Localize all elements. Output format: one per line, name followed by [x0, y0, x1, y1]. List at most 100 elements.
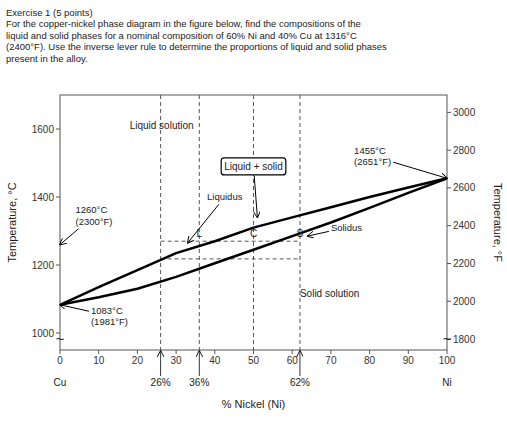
x-tick: [214, 350, 215, 354]
tie-point-label: S: [297, 228, 304, 239]
x-tick-label: 10: [93, 355, 105, 366]
box-label-line: Liquid + solid: [224, 161, 283, 172]
y-tick: [56, 265, 60, 266]
chart: Exercise 1 (5 points)For the copper-nick…: [0, 0, 507, 426]
title-line: For the copper-nickel phase diagram in t…: [6, 18, 361, 29]
y-tick: [56, 129, 60, 130]
end-label: Cu: [54, 377, 67, 388]
y-tick: [56, 197, 60, 198]
annotation-arrow: [60, 305, 89, 311]
annotation-label: 1083°C(1981°F): [91, 305, 128, 327]
x-tick-label: 30: [171, 355, 183, 366]
annotation-label: 1455°C(2651°F): [354, 145, 391, 167]
pct-label: 36%: [189, 377, 209, 388]
axis-break: ~: [56, 330, 65, 347]
annotation-arrow: [308, 231, 329, 236]
pct-arrow: [199, 351, 200, 376]
plot-area: [60, 95, 447, 350]
x-tick-label: 80: [364, 355, 376, 366]
phase-curve: [60, 178, 447, 304]
box-arrow: [254, 176, 257, 218]
y2-tick-label: 3000: [453, 107, 476, 118]
x-tick: [176, 350, 177, 354]
annotation-label-line: (2651°F): [354, 156, 391, 167]
y2-tick-label: 2600: [453, 182, 476, 193]
region-label-line: Solid solution: [300, 288, 359, 299]
annotation-label-line: 1260°C: [75, 204, 107, 215]
vertical-line: [160, 95, 161, 350]
x-axis-label: % Nickel (Ni): [222, 398, 286, 410]
y-tick-label: 1600: [32, 124, 55, 135]
y2-tick-label: 1800: [453, 334, 476, 345]
y-tick-label: 1200: [32, 260, 55, 271]
y2-tick: [447, 112, 451, 113]
x-tick: [369, 350, 370, 354]
x-tick-label: 0: [57, 355, 63, 366]
y2-tick: [447, 225, 451, 226]
annotation-label: 1260°C(2300°F): [75, 204, 112, 226]
annotation-arrow: [393, 162, 447, 178]
x-tick: [60, 350, 61, 354]
x-tick: [408, 350, 409, 354]
x-tick-label: 70: [325, 355, 337, 366]
y2-tick-label: 2200: [453, 258, 476, 269]
x-tick: [292, 350, 293, 354]
annotation-arrow: [188, 204, 219, 243]
title-line: Exercise 1 (5 points): [6, 7, 93, 18]
title-line: present in the alloy.: [6, 53, 88, 64]
box-label: Liquid + solid: [224, 161, 283, 172]
pct-arrow: [160, 351, 161, 376]
x-tick: [253, 350, 254, 354]
vertical-line: [299, 95, 300, 350]
annotation-label-line: (1981°F): [91, 316, 128, 327]
y2-tick: [447, 263, 451, 264]
annotations: L C S Liquid solution Solid solution Liquid +…: [60, 120, 447, 327]
plot-frame: [60, 95, 447, 350]
y2-axis-label: Temperature, °F: [492, 183, 504, 262]
annotation-label: Liquidus: [207, 191, 243, 202]
pct-label: 62%: [290, 377, 310, 388]
x-tick-label: 90: [403, 355, 415, 366]
end-label: Ni: [442, 377, 451, 388]
x-tick: [137, 350, 138, 354]
x-tick-label: 60: [287, 355, 299, 366]
title-line: liquid and solid phases for a nominal co…: [6, 30, 357, 41]
y2-tick: [447, 150, 451, 151]
tie-point-label: L: [197, 228, 203, 239]
vertical-line: [253, 95, 254, 350]
y2-tick-label: 2400: [453, 220, 476, 231]
phase-curve: [60, 178, 447, 304]
x-tick-label: 100: [439, 355, 456, 366]
tie-point-label: C: [250, 228, 257, 239]
title: Exercise 1 (5 points)For the copper-nick…: [6, 7, 387, 64]
y-axis-label: Temperature, °C: [6, 182, 18, 262]
title-line: (2400°F). Use the inverse lever rule to …: [6, 41, 387, 52]
y2-tick: [447, 301, 451, 302]
axis-break: ~: [443, 330, 452, 347]
x-tick: [98, 350, 99, 354]
annotation-label-line: (2300°F): [75, 216, 112, 227]
region-label: Liquid solution: [130, 120, 194, 131]
vertical-line: [199, 95, 200, 350]
pct-label: 26%: [151, 377, 171, 388]
x-tick-label: 20: [132, 355, 144, 366]
annotation-label-line: 1083°C: [91, 305, 123, 316]
x-tick-label: 40: [209, 355, 221, 366]
y-tick-label: 1400: [32, 192, 55, 203]
annotation-label-line: 1455°C: [354, 145, 386, 156]
annotation-label-line: Liquidus: [207, 191, 243, 202]
y-tick-label: 1000: [32, 328, 55, 339]
annotation-label: Solidus: [331, 222, 362, 233]
y2-tick-label: 2000: [453, 296, 476, 307]
region-label: Solid solution: [300, 288, 359, 299]
pct-arrow: [299, 351, 300, 376]
x-tick: [447, 350, 448, 354]
x-tick-label: 50: [248, 355, 260, 366]
x-tick: [330, 350, 331, 354]
y2-tick: [447, 187, 451, 188]
y2-tick-label: 2800: [453, 145, 476, 156]
annotation-label-line: Solidus: [331, 222, 362, 233]
box-label-frame: [221, 158, 286, 175]
annotation-arrow: [60, 229, 79, 245]
region-label-line: Liquid solution: [130, 120, 194, 131]
